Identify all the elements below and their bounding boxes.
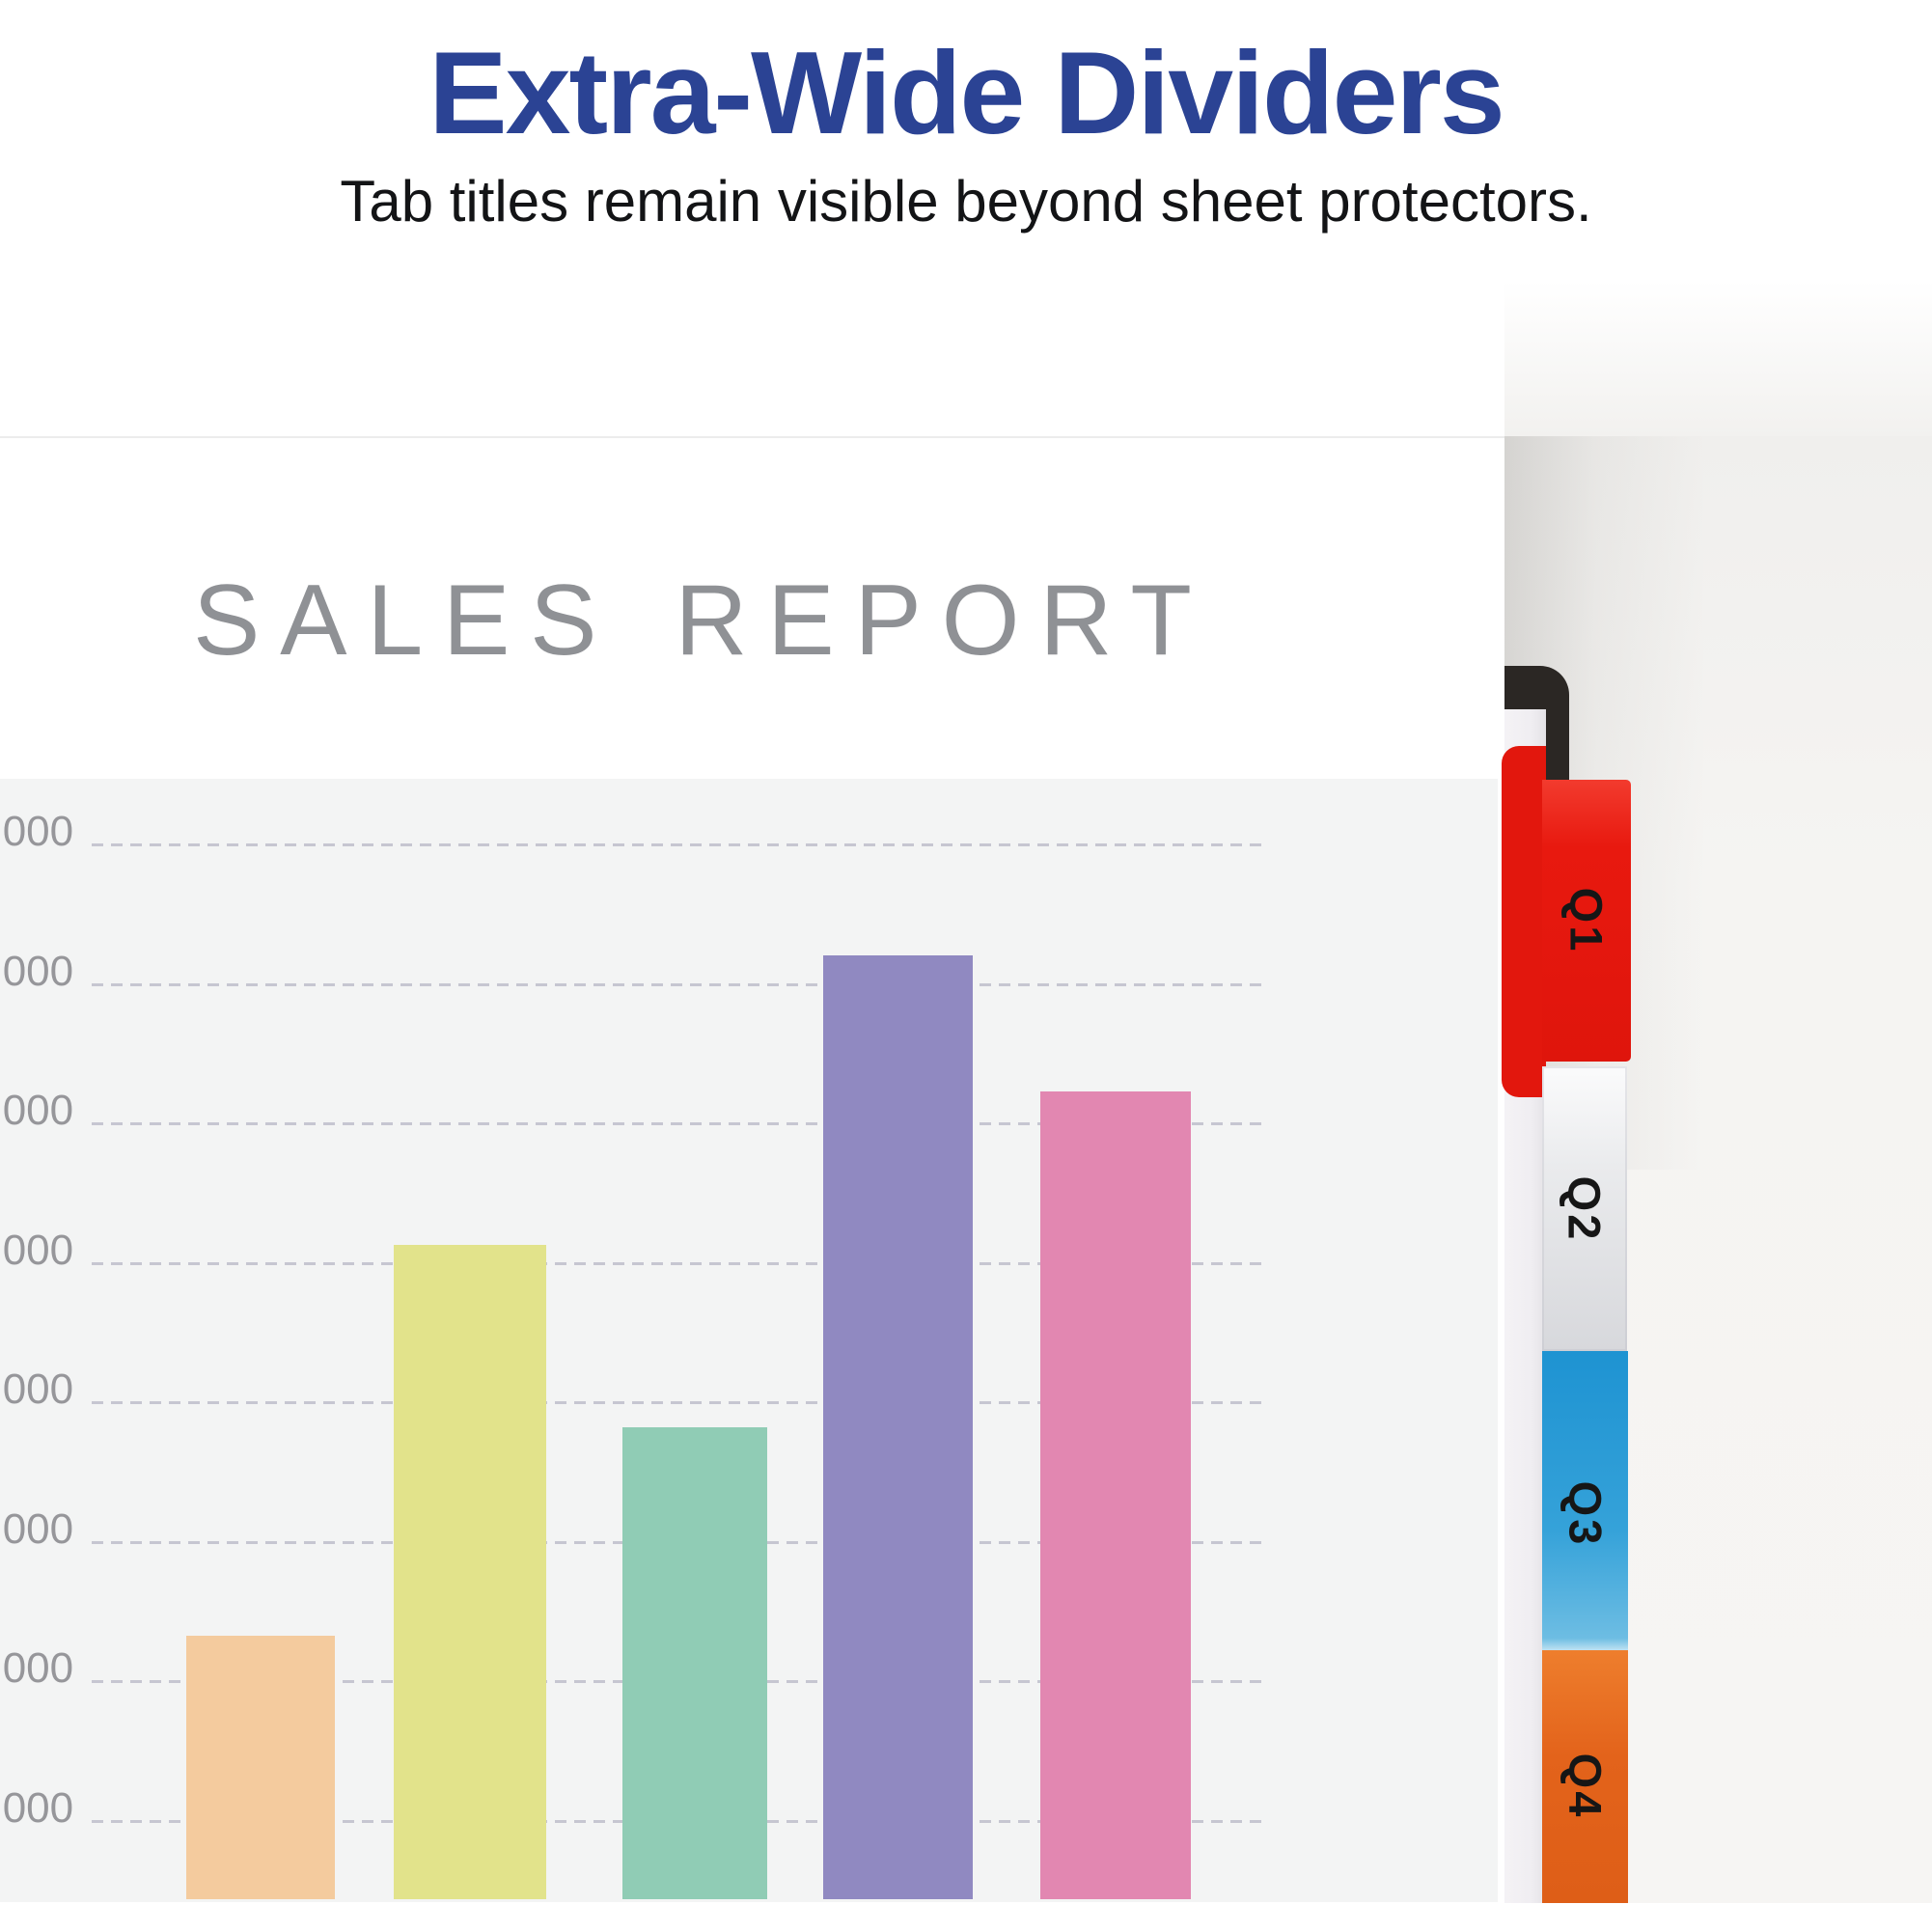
gridline — [92, 983, 1269, 986]
tab-q4: Q4 — [1542, 1650, 1628, 1903]
report-heading: SALES REPORT — [193, 565, 1212, 676]
gridline — [92, 1262, 1269, 1265]
page-title: Extra-Wide Dividers — [428, 27, 1505, 158]
tab-q3-label: Q3 — [1559, 1480, 1611, 1548]
y-tick-label: 0,000 — [0, 948, 74, 995]
y-tick-label: 0,000 — [0, 1227, 74, 1274]
y-tick-label: 0,000 — [0, 1366, 74, 1413]
canvas-bottom-strip — [0, 1903, 1932, 1932]
bar — [823, 955, 973, 1899]
tab-q1-label: Q1 — [1560, 887, 1613, 954]
tab-q2-label: Q2 — [1559, 1175, 1611, 1242]
y-tick-label: 0,000 — [0, 808, 74, 855]
y-tick-label: 0,000 — [0, 1784, 74, 1832]
bar — [394, 1245, 546, 1899]
bar-chart: 0,000 0,000 0,000 0,000 0,000 0,000 0,000 0,000 — [0, 779, 1498, 1902]
bar — [622, 1427, 767, 1899]
y-tick-label: 0,000 — [0, 1087, 74, 1134]
tab-q2: Q2 — [1542, 1066, 1627, 1351]
gridline — [92, 843, 1269, 846]
tab-q3: Q3 — [1542, 1351, 1628, 1650]
tab-q4-label: Q4 — [1559, 1753, 1611, 1820]
bar — [186, 1636, 335, 1899]
report-page: SALES REPORT 0,0000,0000,0000,0000,0000,… — [0, 436, 1504, 1905]
tab-q1-fold — [1502, 746, 1546, 1097]
background-right-top — [1504, 280, 1932, 436]
gridline — [92, 1122, 1269, 1125]
page-subtitle: Tab titles remain visible beyond sheet p… — [340, 169, 1592, 234]
y-tick-label: 0,000 — [0, 1644, 74, 1692]
gridline — [92, 1401, 1269, 1404]
y-tick-label: 0,000 — [0, 1505, 74, 1553]
bar — [1040, 1091, 1191, 1899]
tab-q1: Q1 — [1542, 780, 1631, 1062]
